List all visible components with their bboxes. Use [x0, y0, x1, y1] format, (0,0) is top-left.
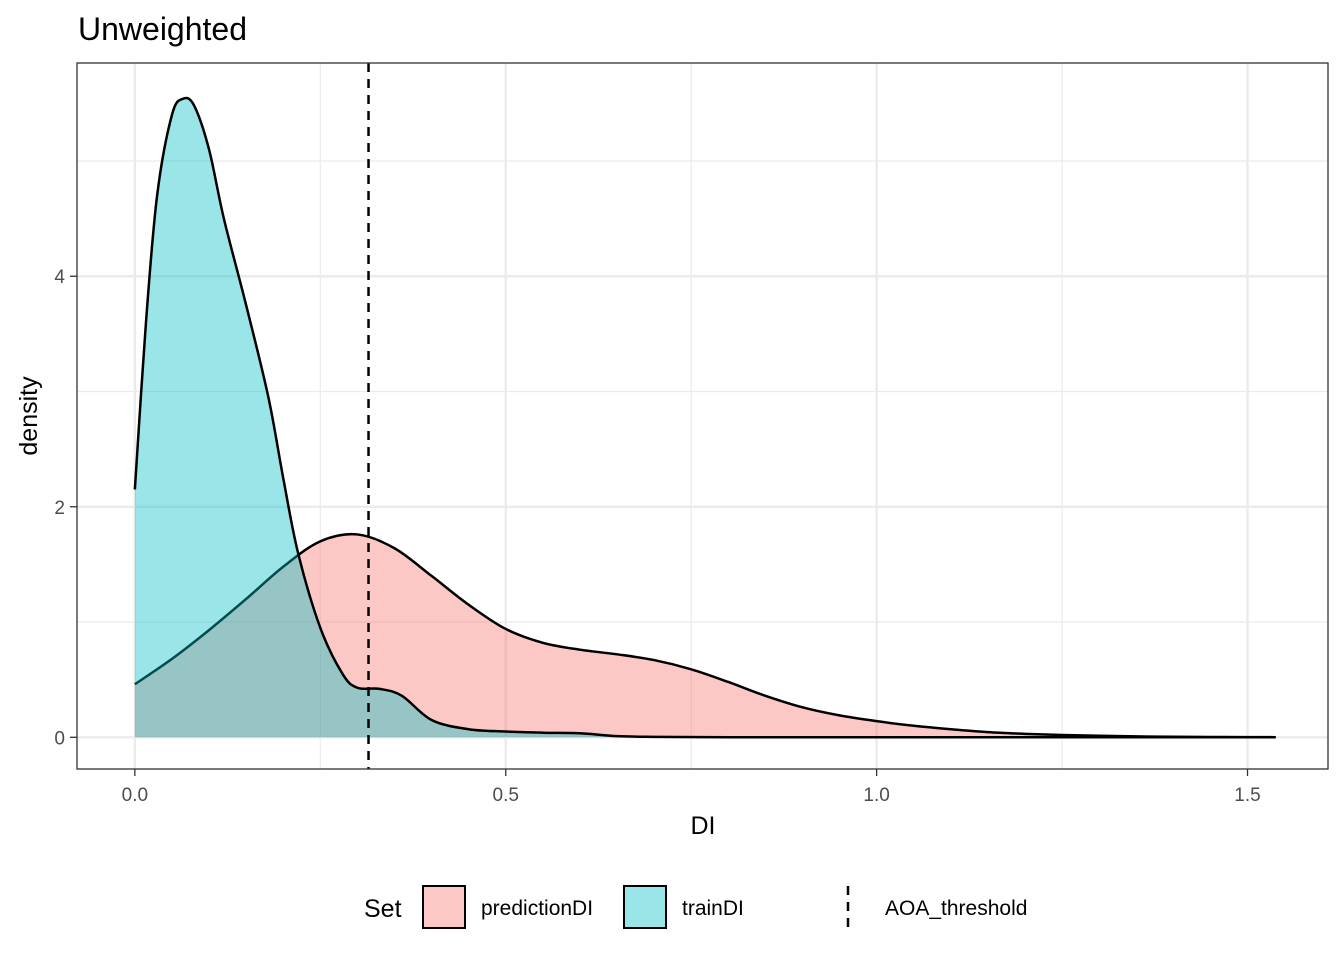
legend-title: Set [364, 895, 402, 923]
area-predictiondi [134, 534, 1276, 738]
x-tick-label: 0.0 [122, 785, 148, 806]
legend-label-traindi: trainDI [682, 897, 744, 920]
plot-panel-border [76, 62, 1329, 770]
legend-label-aoa-threshold: AOA_threshold [885, 897, 1027, 920]
y-axis-ticks: 0 2 4 [54, 267, 77, 749]
curve-traindi [133, 96, 1276, 739]
x-tick-label: 1.5 [1234, 785, 1260, 806]
plot-panel-background [77, 63, 1328, 769]
y-tick-label: 2 [54, 498, 65, 519]
legend-label-predictiondi: predictionDI [481, 897, 593, 920]
x-tick-label: 0.5 [493, 785, 519, 806]
density-areas [133, 96, 1276, 739]
legend-key-predictiondi [422, 885, 466, 929]
y-axis-title: density [15, 376, 43, 456]
x-axis-ticks: 0.0 0.5 1.0 1.5 [122, 769, 1261, 806]
legend-key-traindi [623, 885, 667, 929]
curve-predictiondi [134, 532, 1276, 739]
x-tick-label: 1.0 [863, 785, 889, 806]
x-axis-title: DI [691, 812, 716, 840]
area-traindi [134, 97, 1276, 738]
legend: Set predictionDI trainDI AOA_threshold [364, 885, 1027, 930]
y-tick-label: 4 [54, 267, 65, 288]
grid-minor [77, 63, 1328, 769]
chart-title: Unweighted [78, 11, 247, 47]
y-tick-label: 0 [54, 728, 65, 749]
